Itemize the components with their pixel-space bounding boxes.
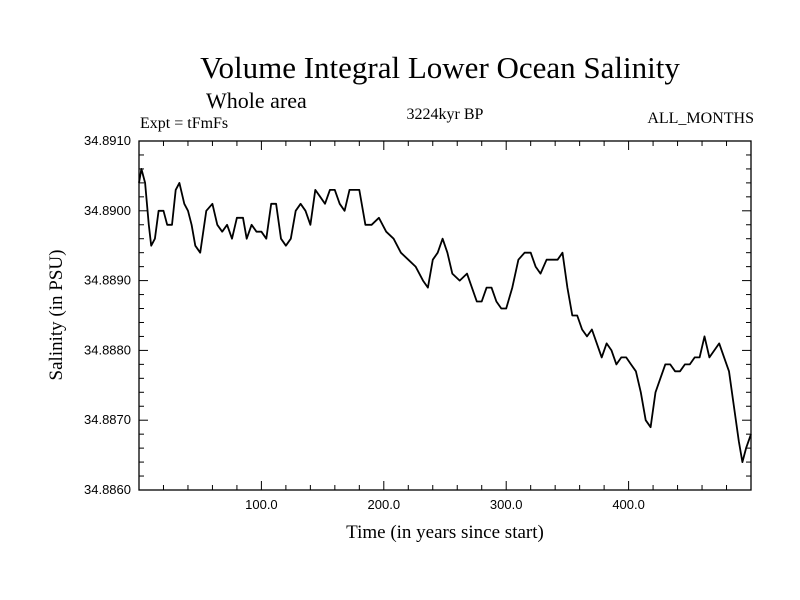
x-tick-label: 200.0 bbox=[368, 497, 401, 512]
y-tick-label: 34.8910 bbox=[84, 133, 131, 148]
y-axis-title: Salinity (in PSU) bbox=[46, 250, 67, 381]
x-tick-label: 300.0 bbox=[490, 497, 523, 512]
y-tick-label: 34.8890 bbox=[84, 273, 131, 288]
months-label: ALL_MONTHS bbox=[647, 110, 754, 127]
y-tick-label: 34.8900 bbox=[84, 203, 131, 218]
period-label: 3224kyr BP bbox=[406, 106, 484, 123]
salinity-series-line bbox=[138, 168, 752, 463]
x-tick-label: 100.0 bbox=[245, 497, 278, 512]
chart-title: Volume Integral Lower Ocean Salinity bbox=[200, 50, 680, 85]
x-tick-label: 400.0 bbox=[612, 497, 645, 512]
tick-labels: 34.8860 34.8870 34.8880 34.8890 34.8900 34.89… bbox=[84, 133, 645, 512]
tick-marks bbox=[139, 140, 751, 491]
y-tick-label: 34.8880 bbox=[84, 342, 131, 357]
y-tick-label: 34.8860 bbox=[84, 482, 131, 497]
chart-subtitle: Whole area bbox=[206, 88, 307, 113]
experiment-label: Expt = tFmFs bbox=[140, 115, 229, 132]
y-tick-label: 34.8870 bbox=[84, 412, 131, 427]
plot-frame bbox=[138, 140, 752, 491]
x-axis-title: Time (in years since start) bbox=[346, 522, 544, 543]
